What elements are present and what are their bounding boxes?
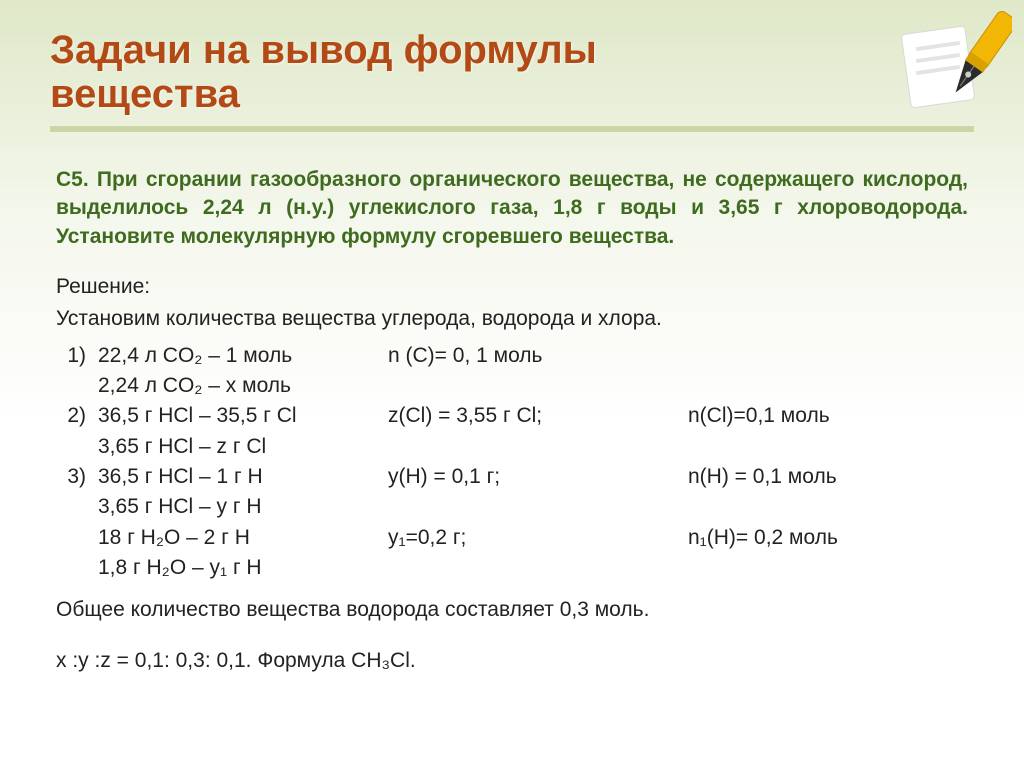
step-cell [688, 342, 968, 370]
step-row: 2,24 л CO₂ – x моль [56, 372, 968, 400]
solution-intro: Установим количества вещества углерода, … [56, 305, 968, 333]
step-row: 1) 22,4 л CO₂ – 1 моль n (C)= 0, 1 моль [56, 342, 968, 370]
step-cell: n₁(H)= 0,2 моль [688, 524, 968, 552]
step-row: 3,65 г HCl – y г H [56, 493, 968, 521]
title-block: Задачи на вывод формулы вещества [0, 0, 1024, 144]
step-row: 1,8 г H₂O – y₁ г H [56, 554, 968, 582]
solution-label: Решение: [56, 273, 968, 301]
step-cell: 3,65 г HCl – z г Cl [98, 433, 388, 461]
problem-label: С5. [56, 168, 89, 191]
step-cell: 18 г H₂O – 2 г H [98, 524, 388, 552]
step-cell: 36,5 г HCl – 1 г H [98, 463, 388, 491]
step-number: 1) [56, 342, 98, 370]
problem-text: При сгорании газообразного органического… [56, 168, 968, 248]
step-cell: y₁=0,2 г; [388, 524, 688, 552]
step-cell: 22,4 л CO₂ – 1 моль [98, 342, 388, 370]
title-underline [50, 126, 974, 132]
step-row: 3,65 г HCl – z г Cl [56, 433, 968, 461]
step-cell: 36,5 г HCl – 35,5 г Cl [98, 402, 388, 430]
step-number: 3) [56, 463, 98, 491]
pen-nib-icon [892, 10, 1012, 130]
step-cell: n (C)= 0, 1 моль [388, 342, 688, 370]
step-row: 18 г H₂O – 2 г H y₁=0,2 г; n₁(H)= 0,2 мо… [56, 524, 968, 552]
problem-block: С5. При сгорании газообразного органичес… [56, 166, 968, 251]
step-cell: z(Cl) = 3,55 г Cl; [388, 402, 688, 430]
solution-block: Решение: Установим количества вещества у… [56, 273, 968, 675]
slide: Задачи на вывод формулы вещества С5. При… [0, 0, 1024, 768]
step-cell: y(H) = 0,1 г; [388, 463, 688, 491]
title-line-1: Задачи на вывод формулы [50, 28, 974, 72]
title-line-2: вещества [50, 72, 974, 116]
step-row: 3) 36,5 г HCl – 1 г H y(H) = 0,1 г; n(H)… [56, 463, 968, 491]
step-cell: 2,24 л CO₂ – x моль [98, 372, 388, 400]
solution-ratio: x :y :z = 0,1: 0,3: 0,1. Формула CH₃Cl. [56, 647, 968, 675]
solution-total: Общее количество вещества водорода соста… [56, 596, 968, 624]
step-number: 2) [56, 402, 98, 430]
step-row: 2) 36,5 г HCl – 35,5 г Cl z(Cl) = 3,55 г… [56, 402, 968, 430]
step-cell: n(H) = 0,1 моль [688, 463, 968, 491]
step-cell: 3,65 г HCl – y г H [98, 493, 388, 521]
step-cell: 1,8 г H₂O – y₁ г H [98, 554, 388, 582]
step-cell: n(Cl)=0,1 моль [688, 402, 968, 430]
